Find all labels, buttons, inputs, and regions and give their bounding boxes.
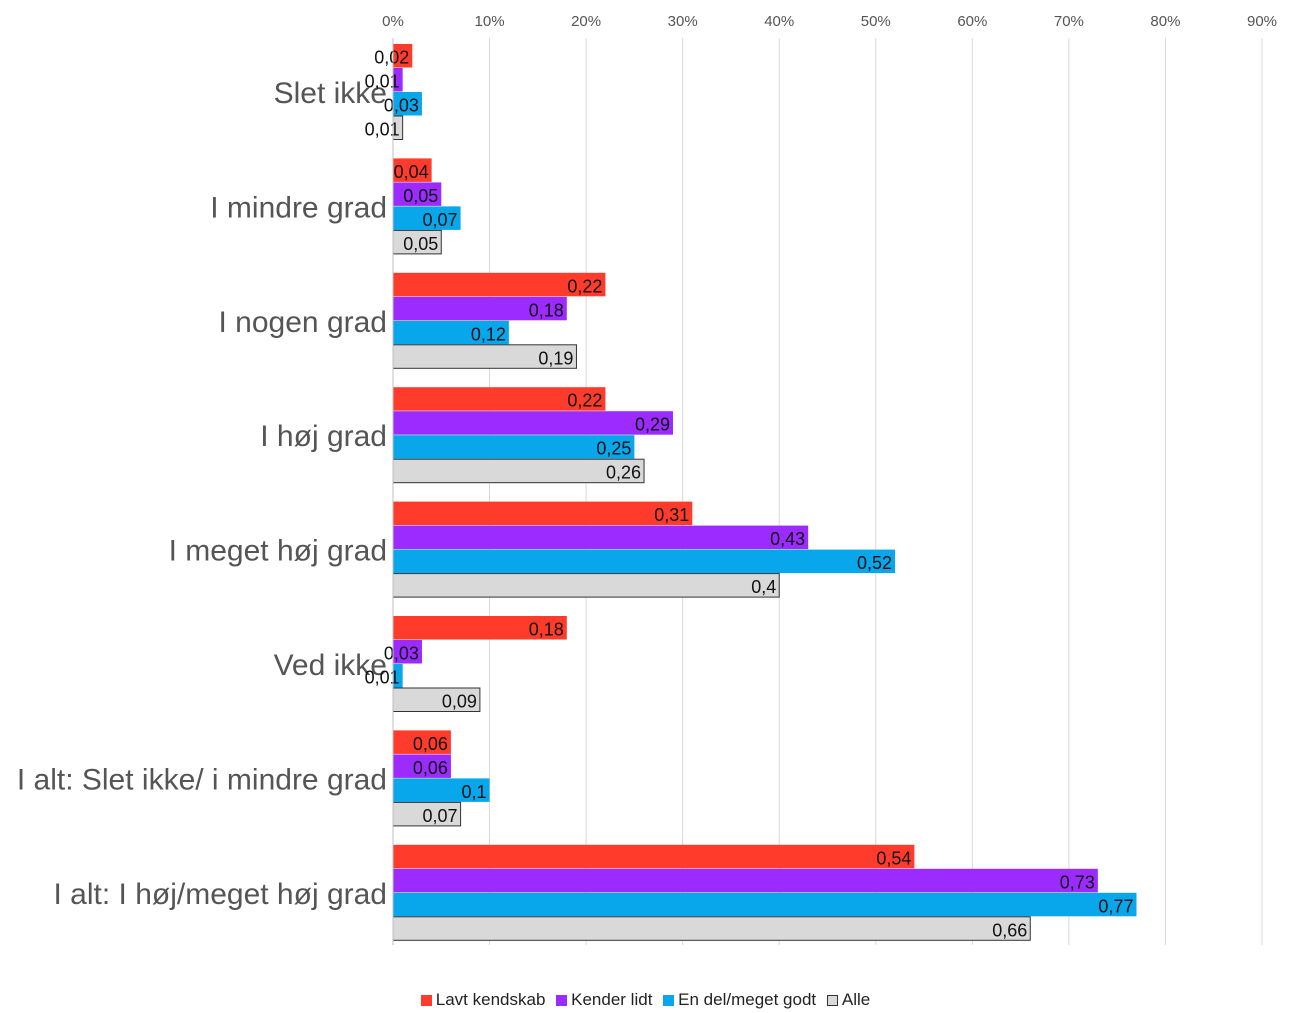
data-label: 0,54 — [876, 848, 911, 868]
data-label: 0,07 — [423, 806, 458, 826]
x-tick-label: 90% — [1247, 13, 1277, 30]
legend-swatch — [663, 994, 675, 1006]
bar — [393, 730, 451, 754]
legend-item: Lavt kendskab — [420, 990, 546, 1010]
data-label: 0,06 — [413, 758, 448, 778]
data-label: 0,1 — [462, 782, 487, 802]
bar — [393, 616, 567, 640]
data-label: 0,12 — [471, 324, 506, 344]
data-label: 0,07 — [423, 210, 458, 230]
bar — [393, 435, 635, 459]
bar — [393, 387, 606, 411]
data-label: 0,22 — [567, 276, 602, 296]
bar — [393, 68, 403, 92]
bar — [393, 158, 432, 182]
data-label: 0,01 — [365, 120, 400, 140]
bar — [393, 754, 451, 778]
bar — [393, 501, 693, 526]
bar — [393, 549, 896, 574]
data-label: 0,05 — [403, 186, 438, 206]
bar — [393, 320, 509, 345]
bar — [393, 778, 490, 802]
legend-swatch — [826, 994, 838, 1006]
data-label: 0,66 — [992, 920, 1027, 940]
x-tick-label: 50% — [861, 13, 891, 30]
bar — [393, 844, 915, 869]
x-tick-label: 10% — [475, 13, 505, 30]
legend-label: Alle — [841, 990, 871, 1009]
legend-item: Alle — [826, 990, 871, 1010]
data-label: 0,25 — [596, 439, 631, 459]
data-label: 0,52 — [857, 553, 892, 573]
data-label: 0,77 — [1098, 896, 1133, 916]
bar — [393, 182, 442, 206]
x-tick-label: 40% — [764, 13, 794, 30]
x-tick-label: 60% — [957, 13, 987, 30]
category-label: I høj grad — [260, 420, 387, 453]
data-label: 0,05 — [403, 234, 438, 254]
bar — [393, 44, 413, 68]
data-label: 0,03 — [384, 644, 419, 664]
data-label: 0,31 — [654, 505, 689, 525]
data-label: 0,22 — [567, 391, 602, 411]
legend-item: En del/meget godt — [663, 990, 816, 1010]
bar — [393, 664, 403, 688]
bar — [393, 868, 1098, 893]
data-label: 0,29 — [635, 415, 670, 435]
data-label: 0,26 — [606, 463, 641, 483]
bar-chart: 0% 10% 20% 30% 40% 50% 60% 70% 80% 90%Slet ikke0,… — [17, 13, 1277, 945]
data-label: 0,73 — [1060, 872, 1095, 892]
category-label: Slet ikke — [274, 77, 387, 110]
bar — [393, 892, 1137, 917]
legend-swatch — [556, 994, 568, 1006]
bar — [392, 916, 1031, 941]
data-label: 0,4 — [751, 577, 776, 597]
legend-swatch — [420, 994, 432, 1006]
data-label: 0,19 — [538, 348, 573, 368]
legend-item: Kender lidt — [556, 990, 652, 1010]
data-label: 0,18 — [529, 620, 564, 640]
legend-label: Lavt kendskab — [435, 990, 546, 1009]
data-label: 0,02 — [374, 48, 409, 68]
category-label: I alt: I høj/meget høj grad — [54, 878, 387, 911]
bar — [393, 92, 422, 116]
bar — [393, 411, 674, 435]
data-label: 0,01 — [365, 72, 400, 92]
data-label: 0,04 — [394, 162, 429, 182]
x-tick-label: 80% — [1150, 13, 1180, 30]
category-label: I nogen grad — [219, 306, 387, 339]
legend-label: Kender lidt — [571, 990, 653, 1009]
legend-label: En del/meget godt — [678, 990, 817, 1009]
category-label: I meget høj grad — [169, 535, 387, 568]
data-label: 0,18 — [529, 300, 564, 320]
bar — [393, 525, 809, 550]
data-label: 0,03 — [384, 96, 419, 116]
bar — [393, 296, 567, 321]
bar — [392, 573, 780, 598]
category-label: Ved ikke — [274, 649, 387, 682]
data-label: 0,01 — [365, 668, 400, 688]
category-label: I mindre grad — [210, 191, 387, 224]
x-tick-label: 70% — [1054, 13, 1084, 30]
x-tick-label: 20% — [571, 13, 601, 30]
bar — [393, 206, 461, 230]
category-label: I alt: Slet ikke/ i mindre grad — [17, 763, 387, 796]
bar — [393, 272, 606, 297]
data-label: 0,43 — [770, 529, 805, 549]
legend: Lavt kendskab Kender lidt En del/meget g… — [0, 990, 1291, 1011]
x-tick-label: 0% — [382, 13, 404, 30]
bar — [393, 640, 422, 664]
data-label: 0,06 — [413, 734, 448, 754]
x-tick-label: 30% — [668, 13, 698, 30]
data-label: 0,09 — [442, 692, 477, 712]
